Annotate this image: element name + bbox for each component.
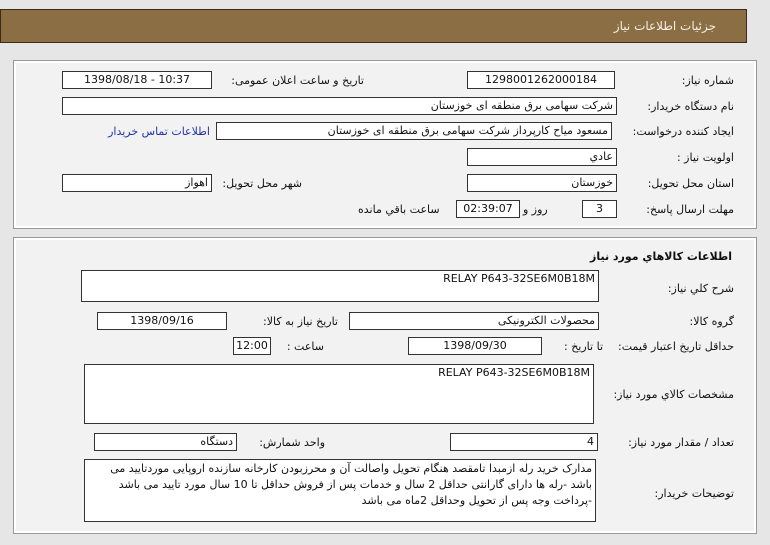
creator-label: ایجاد کننده درخواست: xyxy=(632,125,734,138)
city-label: شهر محل تحویل: xyxy=(222,177,302,190)
time-left-field: 02:39:07 xyxy=(456,200,520,218)
priority-label: اولویت نیاز : xyxy=(676,151,734,164)
need-number-field: 1298001262000184 xyxy=(467,71,615,89)
notes-label: توضیحات خریدار: xyxy=(654,487,735,500)
group-label: گروه کالا: xyxy=(689,315,734,328)
need-date-label: تاریخ نیاز به کالا: xyxy=(263,315,338,328)
specs-field: RELAY P643-32SE6M0B18M xyxy=(84,364,594,424)
summary-label: شرح کلي نیاز: xyxy=(667,282,734,295)
to-date-label: تا تاریخ : xyxy=(564,340,603,353)
goods-title: اطلاعات کالاهاي مورد نیاز xyxy=(590,250,732,263)
validity-label: حداقل تاریخ اعتبار قیمت: xyxy=(618,340,734,353)
to-date-field: 1398/09/30 xyxy=(408,337,542,355)
hour-field: 12:00 xyxy=(233,337,271,355)
need-number-label: شماره نیاز: xyxy=(681,74,734,87)
hour-label: ساعت : xyxy=(286,340,324,353)
creator-field: مسعود میاح کارپرداز شرکت سهامی برق منطقه… xyxy=(216,122,612,140)
time-left-suffix: ساعت باقي مانده xyxy=(358,203,440,216)
page-title: جزئیات اطلاعات نیاز xyxy=(613,19,716,33)
page-header: جزئیات اطلاعات نیاز xyxy=(0,9,747,43)
deadline-label: مهلت ارسال پاسخ: xyxy=(646,203,734,216)
announce-field: 1398/08/18 - 10:37 xyxy=(62,71,212,89)
announce-label: تاریخ و ساعت اعلان عمومی: xyxy=(231,74,364,87)
buyer-label: نام دستگاه خریدار: xyxy=(647,100,734,113)
city-field: اهواز xyxy=(62,174,212,192)
notes-field: مدارک خرید رله ازمبدا تامقصد هنگام تحویل… xyxy=(84,459,596,522)
province-label: استان محل تحویل: xyxy=(647,177,734,190)
contact-info-link[interactable]: اطلاعات تماس خریدار xyxy=(108,125,210,138)
summary-field: RELAY P643-32SE6M0B18M xyxy=(81,270,599,302)
qty-field: 4 xyxy=(450,433,598,451)
buyer-field: شرکت سهامی برق منطقه ای خوزستان xyxy=(62,97,617,115)
unit-field: دستگاه xyxy=(94,433,237,451)
specs-label: مشخصات کالاي مورد نیاز: xyxy=(613,388,734,401)
priority-field: عادي xyxy=(467,148,617,166)
qty-label: تعداد / مقدار مورد نیاز: xyxy=(628,436,734,449)
days-field: 3 xyxy=(582,200,617,218)
province-field: خوزستان xyxy=(467,174,617,192)
days-suffix: روز و xyxy=(523,203,548,216)
need-date-field: 1398/09/16 xyxy=(97,312,227,330)
group-field: محصولات الکترونیکی xyxy=(349,312,599,330)
unit-label: واحد شمارش: xyxy=(259,436,325,449)
